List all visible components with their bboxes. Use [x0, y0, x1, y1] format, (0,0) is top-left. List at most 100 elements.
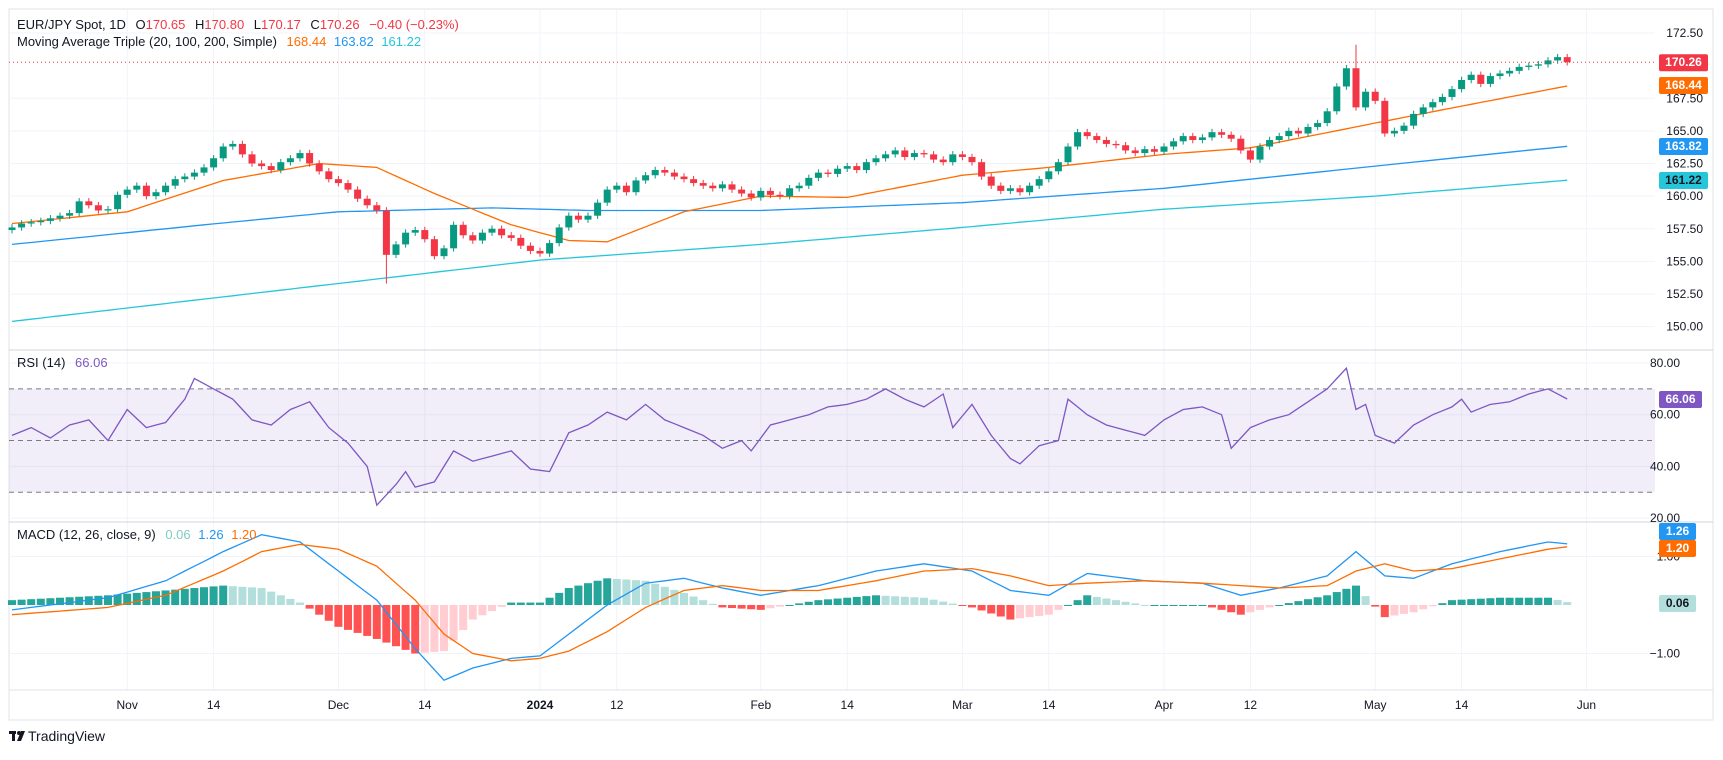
histogram-tag-bg: [1659, 595, 1696, 612]
macd-histogram-bar: [1342, 588, 1351, 605]
time-axis-label: 14: [1455, 698, 1469, 712]
candle-body: [1544, 60, 1552, 65]
candle-body: [267, 166, 275, 171]
macd-histogram-bar: [430, 605, 439, 652]
macd-histogram-bar: [996, 605, 1005, 617]
tradingview-logo[interactable]: TradingView: [9, 728, 106, 744]
symbol-label[interactable]: EUR/JPY Spot, 1D: [17, 17, 126, 32]
ma100-tag: 163.82: [1659, 138, 1708, 155]
candle-body: [949, 154, 957, 163]
candle-body: [1477, 74, 1485, 84]
macd-histogram-bar: [1035, 605, 1044, 616]
signal-tag: 1.20: [1659, 540, 1696, 557]
candle-body: [757, 190, 765, 198]
macd-histogram-bar: [478, 605, 487, 616]
candle: [210, 155, 218, 171]
candle-body: [699, 183, 707, 186]
candle-body: [1064, 146, 1072, 163]
macd-histogram-bar: [1112, 600, 1120, 605]
macd-histogram-bar: [852, 596, 861, 605]
macd-histogram-bar: [152, 591, 160, 605]
candle: [1525, 62, 1533, 71]
macd-histogram-bar: [1534, 597, 1543, 605]
time-axis-label: Jun: [1577, 698, 1596, 712]
candle: [85, 198, 93, 209]
candle-body: [872, 158, 880, 163]
candle-body: [392, 244, 400, 255]
macd-histogram-bar: [555, 592, 564, 605]
candle: [517, 234, 525, 249]
macd-histogram-bar: [872, 595, 880, 605]
macd-histogram-bar: [507, 602, 516, 605]
price-axis-label: 162.50: [1666, 157, 1703, 171]
price-axis-label: 172.50: [1666, 26, 1703, 40]
candle: [75, 198, 83, 217]
candle: [1534, 61, 1542, 69]
time-axis[interactable]: Nov 14 Dec 14 2024 12 Feb 14 Mar 14 Apr 12 May 14 Jun: [117, 698, 1597, 712]
ma-legend[interactable]: Moving Average Triple (20, 100, 200, Sim…: [17, 34, 421, 49]
time-axis-label: 14: [418, 698, 432, 712]
candle: [766, 187, 774, 199]
candle: [507, 232, 515, 242]
macd-histogram-bar: [411, 605, 420, 654]
candle-body: [1419, 107, 1427, 114]
macd-histogram-bar: [1332, 592, 1341, 605]
macd-histogram-bar: [1092, 596, 1101, 605]
macd-histogram-bar: [1160, 605, 1168, 606]
candle: [930, 151, 938, 163]
candle-body: [1026, 185, 1034, 193]
macd-histogram-bar: [171, 589, 180, 605]
candle: [728, 181, 736, 193]
candle-body: [104, 209, 112, 211]
candle-body: [603, 189, 611, 203]
histogram-tag: 0.06: [1659, 595, 1696, 612]
macd-histogram-bar: [929, 599, 938, 605]
macd-histogram-bar: [977, 605, 986, 611]
candle-body: [1256, 146, 1264, 160]
macd-histogram-bar: [104, 595, 112, 605]
candle-body: [1102, 140, 1110, 144]
candle: [939, 156, 947, 166]
price-axis[interactable]: 172.50 167.50 165.00 162.50 160.00 157.50 155.…: [1650, 26, 1704, 661]
candle-body: [632, 180, 640, 193]
candle-body: [315, 163, 323, 172]
macd-histogram-bar: [449, 605, 458, 641]
candle: [853, 162, 861, 174]
time-axis-label: May: [1364, 698, 1387, 712]
ma-title: Moving Average Triple (20, 100, 200, Sim…: [17, 34, 277, 49]
candle: [824, 169, 832, 178]
candle: [1333, 83, 1341, 115]
rsi-legend[interactable]: RSI (14) 66.06: [17, 355, 108, 370]
candle-body: [1160, 146, 1168, 152]
macd-histogram-bar: [1198, 605, 1207, 606]
candle: [1371, 88, 1379, 105]
macd-legend[interactable]: MACD (12, 26, close, 9) 0.06 1.26 1.20: [17, 527, 257, 542]
tradingview-wordmark: TradingView: [28, 728, 106, 744]
candle-body: [574, 215, 582, 220]
macd-histogram-bar: [1294, 601, 1303, 605]
candle: [402, 229, 410, 248]
candle-body: [325, 171, 333, 180]
macd-histogram-bar: [564, 588, 573, 605]
candle: [258, 160, 266, 170]
candle: [440, 245, 448, 260]
candle: [267, 162, 275, 174]
macd-histogram-bar: [324, 605, 333, 621]
high-label: H: [195, 17, 204, 32]
ma20-tag-text: 168.44: [1665, 78, 1702, 92]
candle: [997, 182, 1005, 195]
candle-body: [613, 185, 621, 190]
candle-body: [363, 198, 371, 206]
candle: [1189, 132, 1197, 144]
rsi-tag-text: 66.06: [1665, 392, 1695, 406]
macd-histogram-bar: [180, 588, 189, 605]
main-legend[interactable]: EUR/JPY Spot, 1D O170.65 H170.80 L170.17…: [17, 17, 459, 32]
macd-histogram-bar: [1064, 605, 1072, 606]
candle: [1285, 127, 1293, 140]
time-axis-label: 14: [207, 698, 221, 712]
macd-histogram-bar: [900, 596, 909, 605]
candle: [1390, 127, 1398, 137]
candle-body: [958, 154, 966, 157]
last-price-tag: 170.26: [1659, 54, 1708, 72]
